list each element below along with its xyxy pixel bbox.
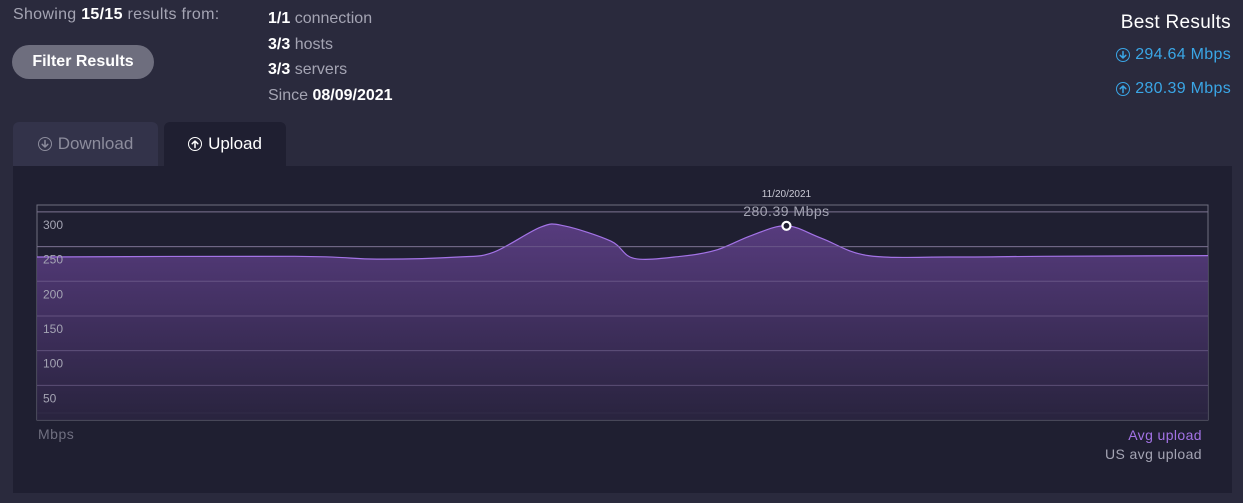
stat-connection: 1/1 connection: [268, 10, 373, 27]
best-download: 294.64 Mbps: [1116, 46, 1231, 64]
arrow-down-circle-icon: [37, 137, 52, 151]
stat-since: Since 08/09/2021: [268, 86, 393, 104]
tab-download[interactable]: Download: [13, 122, 158, 166]
tooltip-value: 280.39 Mbps: [743, 203, 829, 219]
stat-hosts: 3/3 hosts: [268, 35, 333, 53]
best-results: Best Results 294.64 Mbps 280.39 Mbps: [1116, 12, 1231, 98]
y-tick-label: 300: [43, 218, 63, 232]
upload-area-chart[interactable]: 50 100 150 200 250 300 11/20/2021 280.39 Mbps: [13, 166, 1232, 493]
tooltip-point[interactable]: [781, 220, 792, 231]
chart-legend: Avg upload US avg upload: [1105, 426, 1202, 464]
arrow-up-circle-icon: [1116, 82, 1131, 96]
y-tick-label: 250: [43, 253, 63, 267]
y-tick-label: 150: [43, 322, 63, 336]
results-count-value: 15/15: [81, 6, 123, 23]
y-tick-label: 200: [43, 287, 63, 301]
stat-servers: 3/3 servers: [268, 61, 348, 78]
upload-chart-panel: 50 100 150 200 250 300 11/20/2021 280.39 Mbps …: [13, 166, 1232, 493]
tab-upload[interactable]: Upload: [164, 122, 286, 166]
y-tick-label: 100: [43, 357, 63, 371]
legend-avg-upload[interactable]: Avg upload: [1128, 427, 1202, 443]
arrow-down-circle-icon: [1116, 48, 1131, 62]
results-header: Showing 15/15 results from: Filter Resul…: [0, 0, 1243, 122]
tooltip-date: 11/20/2021: [762, 189, 812, 200]
y-axis-unit: Mbps: [38, 426, 75, 442]
best-upload: 280.39 Mbps: [1116, 80, 1231, 98]
avg-upload-line: [36, 223, 1209, 260]
arrow-up-circle-icon: [188, 137, 203, 151]
y-tick-label: 50: [43, 391, 57, 405]
results-count: Showing 15/15 results from:: [13, 6, 220, 23]
result-stats: 1/1 connection 3/3 hosts 3/3 servers Sin…: [268, 6, 393, 108]
tab-upload-label: Upload: [208, 134, 262, 153]
tab-download-label: Download: [57, 134, 134, 153]
avg-upload-area: [37, 223, 1208, 420]
best-results-title: Best Results: [1120, 12, 1231, 33]
filter-results-button[interactable]: Filter Results: [12, 45, 154, 79]
legend-us-avg-upload[interactable]: US avg upload: [1104, 446, 1202, 462]
